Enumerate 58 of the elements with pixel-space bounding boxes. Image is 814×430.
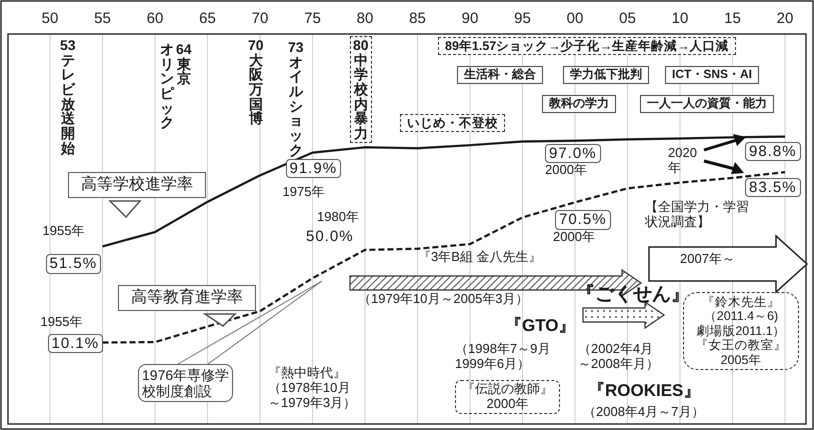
- x-tick-label: 20: [776, 10, 794, 28]
- annotation: 『ROOKIES』: [588, 381, 700, 401]
- series-label: 高等教育進学率: [118, 285, 256, 312]
- x-tick-label: 65: [199, 10, 216, 28]
- annotation: 2007年～: [680, 251, 735, 267]
- annotation: 【全国学力・学習状況調査】: [645, 199, 749, 230]
- annotation: （1998年7～9月 1999年6月）: [455, 341, 550, 372]
- annotation: 89年1.57ショック→少子化→生産年齢減→人口減: [445, 39, 729, 54]
- annotation: 1975年: [282, 184, 324, 200]
- annotation: ICT・SNS・AI: [672, 67, 752, 82]
- x-tick-label: 95: [514, 10, 531, 28]
- x-tick-label: 90: [462, 10, 478, 28]
- x-tick-label: 15: [724, 10, 741, 28]
- data-label: 50.0%: [305, 228, 355, 246]
- annotation: 一人一人の資質・能力: [647, 96, 767, 111]
- data-label: 70.5%: [555, 210, 611, 230]
- x-tick-label: 70: [252, 10, 268, 28]
- annotation: 1955年: [40, 314, 82, 330]
- x-tick-label: 60: [146, 10, 164, 28]
- annotation: 1980年: [317, 208, 359, 225]
- annotation: 1955年: [42, 223, 84, 240]
- x-tick-label: 05: [619, 10, 636, 28]
- annotation: 2020年: [668, 145, 697, 176]
- annotation: （1979年10月～2005年3月）: [358, 291, 529, 307]
- annotation: 『熱中時代』（1978年10月～1979年3月）: [268, 365, 356, 411]
- data-label: 98.8%: [745, 142, 801, 161]
- x-tick-label: 75: [304, 10, 321, 28]
- x-tick-label: 85: [409, 10, 426, 28]
- annotation: 70大阪万国博: [248, 37, 264, 126]
- data-label: 83.5%: [745, 178, 801, 198]
- annotation: （2002年4月～2008年月）: [578, 341, 659, 372]
- annotation: 『GTO』: [505, 316, 576, 336]
- x-tick-label: 00: [566, 10, 584, 28]
- annotation: 73オイルショック: [288, 39, 304, 158]
- annotation: 1976年専修学校制度創設: [142, 367, 230, 400]
- x-tick-label: 10: [672, 10, 688, 28]
- x-tick-label: 55: [94, 10, 111, 28]
- data-label: 97.0%: [545, 144, 601, 164]
- annotation: （2008年4月～7月）: [583, 404, 704, 420]
- annotation: 『鈴木先生』（2011.4～6)劇場版2011.1）『女王の教室』2005年: [694, 295, 788, 367]
- annotation: 2000年: [545, 162, 587, 178]
- annotation: 生活科・総合: [464, 67, 536, 82]
- data-label: 91.9%: [286, 158, 342, 178]
- annotation: 『ごくせん』: [576, 284, 690, 306]
- text: 64東京オリンピック: [160, 41, 192, 130]
- x-tick-label: 80: [356, 10, 374, 28]
- data-label: 51.5%: [46, 254, 102, 274]
- annotation: 『伝説の教師』 2000年: [462, 381, 553, 412]
- data-label: 10.1%: [48, 334, 104, 353]
- annotation: 80中学校内暴力: [353, 37, 369, 142]
- annotation: いじめ・不登校: [407, 116, 498, 130]
- annotation: 学力低下批判: [570, 67, 642, 82]
- annotation: 教科の学力: [549, 96, 609, 111]
- annotation: 2000年: [553, 229, 595, 246]
- annotation: 『3年B組 金八先生』: [418, 249, 542, 265]
- x-tick-label: 50: [42, 10, 58, 28]
- series-label: 高等学校進学率: [68, 172, 206, 198]
- annotation: 53テレビ放送開始: [60, 37, 76, 156]
